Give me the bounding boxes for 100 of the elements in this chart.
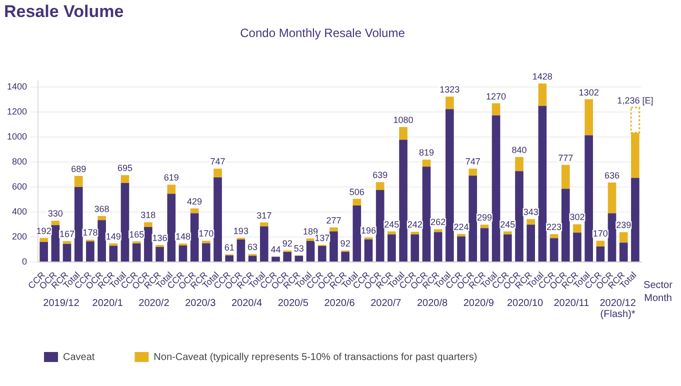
y-tick-label: 1200 — [6, 106, 28, 117]
bar — [492, 115, 500, 262]
bar — [631, 178, 640, 262]
bar — [144, 222, 152, 228]
text: 2020/5 — [278, 298, 309, 309]
total-label: 149 — [106, 231, 121, 242]
total-label: 136 — [152, 232, 168, 243]
bar — [109, 243, 118, 246]
bar — [260, 222, 268, 226]
bar — [167, 194, 176, 262]
bar — [51, 225, 60, 262]
total-label: 1428 — [532, 72, 552, 82]
bar — [306, 238, 315, 241]
total-label: 429 — [187, 196, 202, 206]
total-label: 196 — [360, 225, 376, 236]
bar — [422, 160, 431, 167]
total-label: 330 — [48, 208, 63, 219]
bar — [202, 240, 210, 244]
total-label: 619 — [164, 172, 179, 183]
bar — [608, 213, 616, 262]
bar — [40, 238, 48, 242]
y-tick-label: 400 — [12, 206, 28, 216]
bar — [376, 190, 384, 262]
x-axis-title: Sector Month — [644, 280, 674, 304]
total-label: 302 — [570, 212, 585, 222]
total-label: 689 — [71, 164, 86, 174]
bar — [526, 219, 535, 225]
bar — [98, 220, 106, 262]
total-label: 639 — [372, 170, 388, 180]
y-tick-label: 200 — [12, 231, 28, 242]
bar — [550, 238, 558, 262]
bar — [120, 175, 130, 184]
total-label: 1302 — [578, 87, 599, 98]
bar — [573, 224, 582, 233]
bar — [62, 244, 72, 262]
chart-subtitle: Condo Monthly Resale Volume — [240, 26, 406, 40]
total-label: 44 — [270, 244, 281, 254]
bar — [202, 243, 210, 262]
bar — [62, 241, 72, 244]
total-label: 239 — [616, 220, 632, 230]
total-label: 167 — [59, 229, 75, 240]
bar — [399, 140, 408, 262]
text: 2020/2 — [138, 298, 170, 309]
bar — [376, 182, 384, 190]
total-label: 61 — [224, 242, 234, 252]
total-label: 1323 — [440, 84, 460, 95]
total-label: 224 — [454, 222, 469, 232]
total-label: 262 — [430, 217, 446, 228]
bar — [468, 176, 478, 262]
text: 2020/4 — [231, 298, 262, 309]
total-label: 277 — [326, 215, 342, 226]
bar — [156, 247, 164, 262]
bar — [144, 227, 152, 262]
bar — [399, 127, 408, 140]
total-label: 299 — [476, 212, 492, 223]
total-label: 343 — [523, 207, 538, 218]
total-label: 92 — [340, 238, 350, 248]
bar — [468, 168, 478, 176]
bar — [503, 234, 512, 262]
total-label: 695 — [117, 163, 133, 174]
bar — [330, 227, 338, 232]
total-label: 1270 — [486, 91, 506, 102]
bar — [434, 232, 442, 262]
text: 2020/7 — [370, 298, 402, 309]
text: 2019/12 — [43, 298, 80, 309]
legend-label: Non-Caveat (typically represents 5-10% of transactions for past quarters) — [154, 352, 478, 363]
y-tick-label: 1400 — [6, 82, 28, 92]
bar — [352, 206, 362, 262]
bar — [410, 234, 420, 262]
bar — [364, 239, 373, 262]
bar — [584, 135, 593, 262]
bar — [214, 168, 222, 178]
bar — [561, 188, 570, 262]
total-label: 170 — [592, 228, 608, 239]
bar — [248, 256, 257, 262]
bar — [86, 241, 94, 262]
text: 2020/12 (Flash)* — [600, 298, 636, 320]
bar — [167, 184, 176, 194]
bar — [515, 171, 524, 262]
bar — [190, 208, 199, 214]
bar — [225, 255, 234, 262]
bar — [596, 240, 605, 247]
text: 2020/11 — [554, 298, 590, 309]
text: 2020/9 — [463, 298, 494, 309]
total-label: 165 — [129, 229, 144, 240]
text: 2020/8 — [416, 298, 448, 309]
total-label: 777 — [558, 152, 574, 163]
y-tick-label: 1000 — [6, 132, 28, 142]
text: 2020/1 — [92, 298, 124, 309]
bar — [619, 232, 628, 243]
y-tick-label: 0 — [22, 256, 28, 266]
bar — [74, 176, 83, 188]
total-label: 137 — [314, 232, 330, 243]
bar — [306, 240, 315, 262]
y-tick-label: 800 — [12, 156, 28, 167]
bar — [561, 164, 570, 189]
bar — [132, 244, 141, 262]
bar — [538, 106, 547, 262]
bar — [584, 99, 593, 136]
bar — [272, 256, 280, 262]
